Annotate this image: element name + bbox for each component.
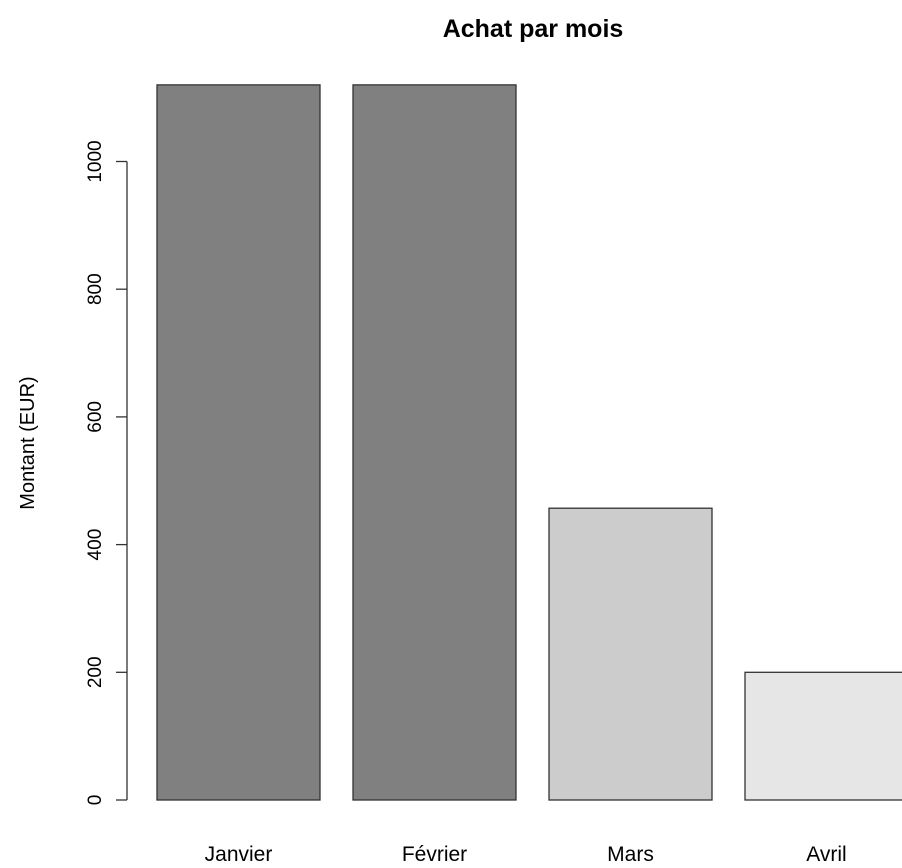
y-tick-label: 200 — [85, 656, 106, 688]
x-axis-labels: Janvier Février Mars Avril — [205, 843, 847, 866]
x-category-label: Mars — [607, 843, 654, 866]
bar-mars — [548, 507, 713, 801]
y-axis: 0 200 400 600 800 1000 — [85, 140, 128, 806]
x-category-label: Avril — [806, 843, 846, 866]
bar-février — [352, 84, 517, 801]
y-tick-label: 800 — [85, 273, 106, 305]
y-tick-label: 600 — [85, 401, 106, 433]
bar-avril — [744, 671, 902, 801]
bars — [156, 84, 902, 801]
chart-title: Achat par mois — [443, 15, 624, 43]
bar-janvier — [156, 84, 321, 801]
x-category-label: Janvier — [205, 843, 273, 866]
y-tick-label: 400 — [85, 529, 106, 561]
y-axis-label: Montant (EUR) — [17, 376, 39, 509]
x-category-label: Février — [402, 843, 467, 866]
y-tick-label: 1000 — [85, 140, 106, 182]
y-tick-label: 0 — [85, 795, 106, 806]
